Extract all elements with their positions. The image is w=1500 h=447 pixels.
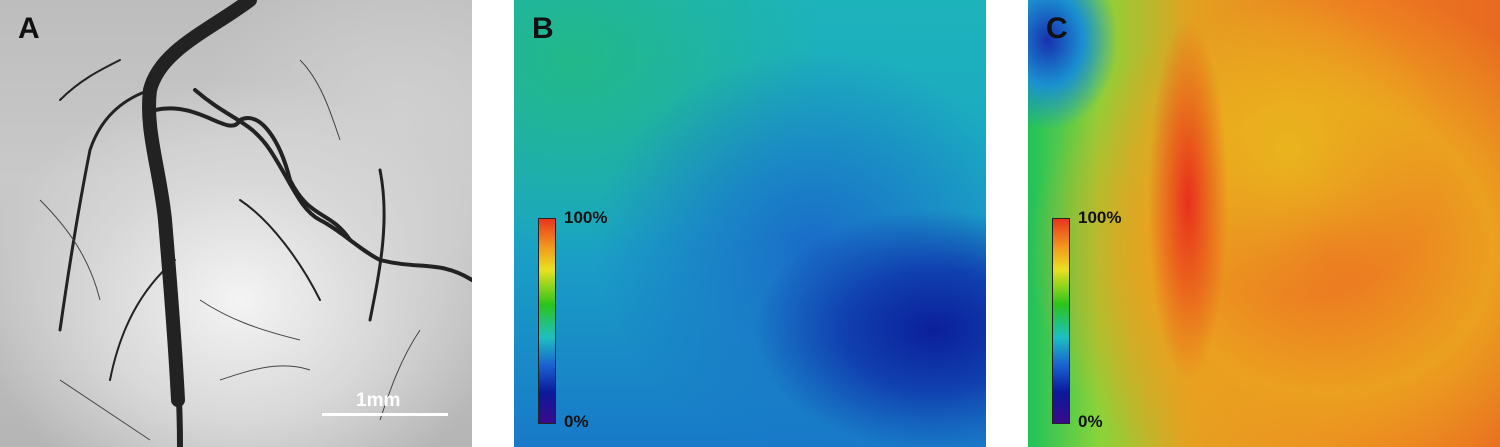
colorbar-c-min-label: 0% (1078, 412, 1103, 431)
colorbar-b (538, 218, 556, 424)
panel-b-pseudocolor-map: B 100% 0% (514, 0, 986, 447)
panel-label-a: A (18, 12, 40, 45)
panel-a-vessel-image: A 1mm (0, 0, 472, 447)
scale-bar (322, 413, 448, 416)
colorbar-b-min-label: 0% (564, 412, 589, 431)
colorbar-b-max-label: 100% (564, 208, 608, 227)
panel-label-c: C (1046, 12, 1068, 45)
blood-vessels (39, 0, 472, 447)
panel-c-pseudocolor-map: C 100% 0% (1028, 0, 1500, 447)
panel-label-b: B (532, 12, 554, 45)
colorbar-c-max-label: 100% (1078, 208, 1122, 227)
colorbar-c (1052, 218, 1070, 424)
scale-bar-label: 1mm (356, 390, 401, 411)
